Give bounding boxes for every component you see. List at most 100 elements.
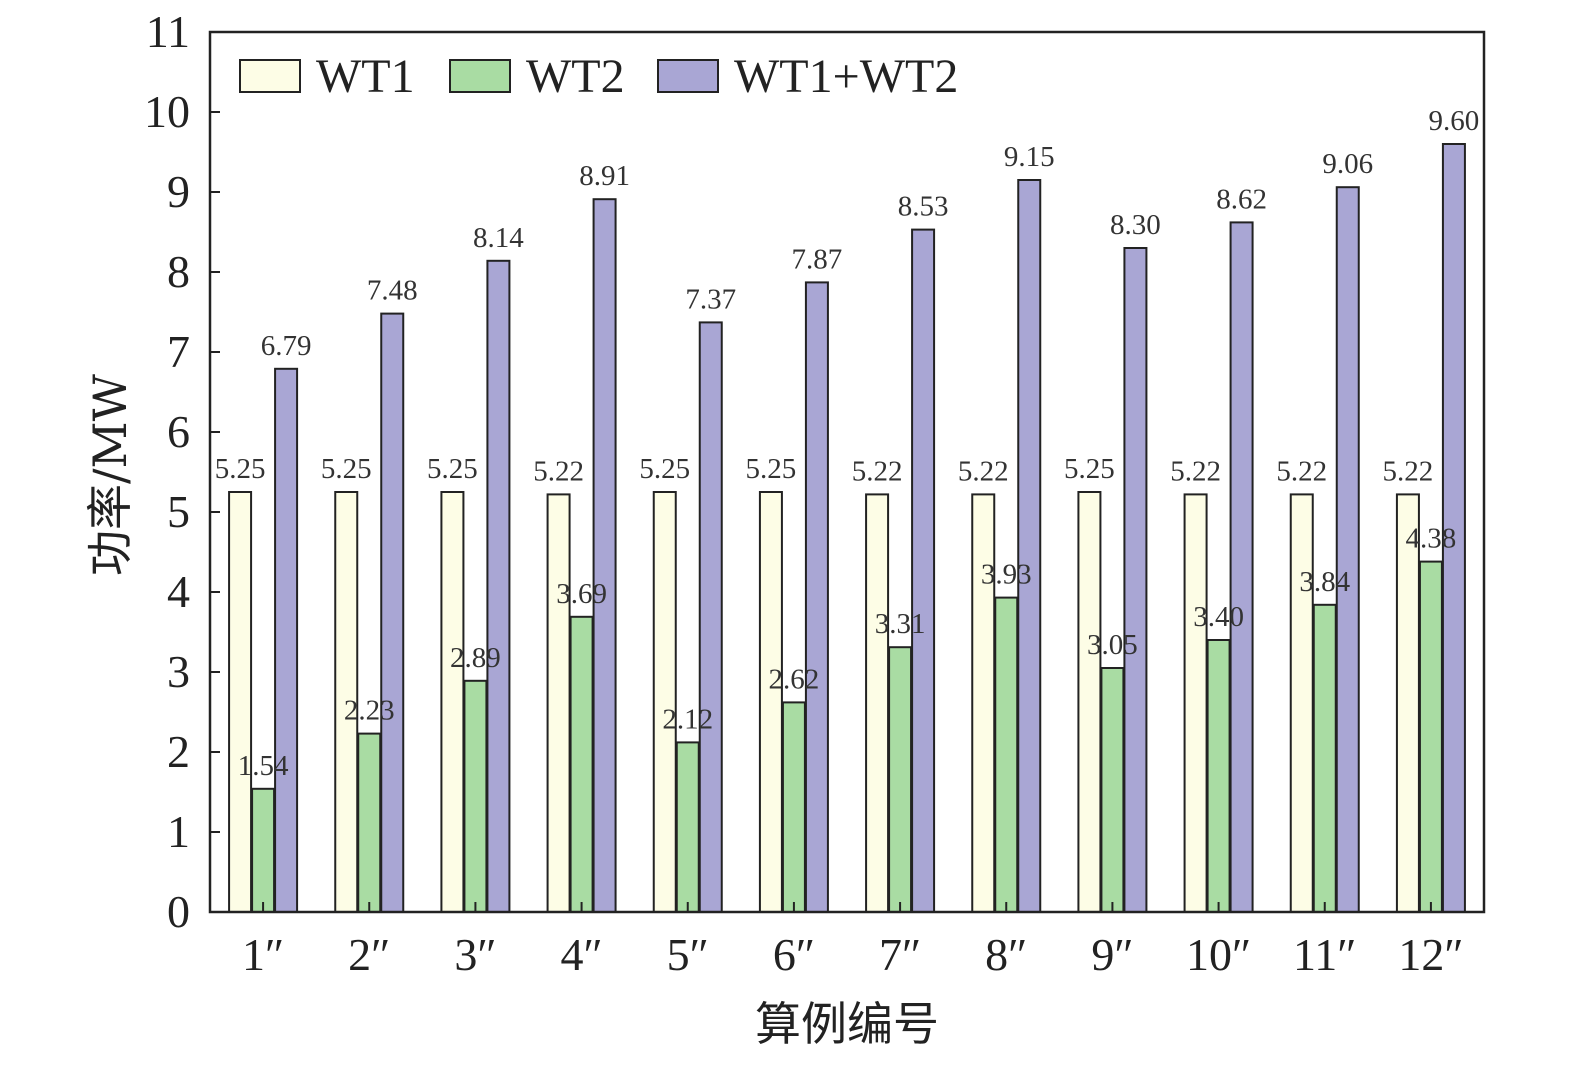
bar-wt2-2 — [357, 732, 382, 913]
data-label-wt1-wt2-12: 9.60 — [1429, 105, 1480, 137]
bar-wt1-wt2-8 — [1017, 179, 1042, 913]
bar-wt1-11 — [1289, 493, 1314, 913]
legend-label-wt2: WT2 — [526, 50, 625, 103]
bar-wt1-4 — [546, 493, 571, 913]
y-tick-label: 0 — [167, 886, 190, 937]
y-tick-label: 10 — [144, 86, 190, 137]
data-label-wt1-11: 5.22 — [1276, 455, 1327, 487]
x-tick-label: 1″ — [242, 929, 284, 980]
plot-frame — [208, 30, 1486, 914]
x-tick-label: 2″ — [348, 929, 390, 980]
data-label-wt2-9: 3.05 — [1087, 629, 1138, 661]
legend-swatch-wt1-wt2 — [657, 59, 719, 93]
data-label-wt1-6: 5.25 — [746, 453, 797, 485]
bar-wt2-4 — [569, 615, 594, 913]
data-label-wt1-12: 5.22 — [1383, 455, 1434, 487]
bar-wt1-wt2-1 — [274, 367, 299, 913]
x-tick-label: 7″ — [879, 929, 921, 980]
bar-wt1-wt2-3 — [486, 259, 511, 913]
legend-label-wt1-wt2: WT1+WT2 — [734, 50, 958, 103]
data-label-wt2-12: 4.38 — [1406, 523, 1457, 555]
bar-wt2-9 — [1100, 667, 1125, 913]
data-label-wt1-wt2-8: 9.15 — [1004, 141, 1055, 173]
x-tick-label: 9″ — [1091, 929, 1133, 980]
bar-wt1-7 — [865, 493, 890, 913]
bar-wt1-5 — [652, 491, 677, 913]
y-axis: 0 1 2 3 4 5 6 7 8 9 10 11 — [144, 6, 220, 937]
bar-wt1-wt2-4 — [592, 198, 617, 913]
bar-wt2-1 — [251, 787, 276, 913]
data-label-wt1-3: 5.25 — [427, 453, 478, 485]
data-label-wt1-2: 5.25 — [321, 453, 372, 485]
bar-wt2-7 — [888, 646, 913, 913]
bar-wt2-6 — [781, 701, 806, 914]
bar-wt2-8 — [994, 596, 1019, 913]
data-label-wt1-wt2-9: 8.30 — [1110, 209, 1161, 241]
y-tick-label: 6 — [167, 406, 190, 457]
x-tick-label: 5″ — [667, 929, 709, 980]
data-label-wt2-7: 3.31 — [875, 608, 926, 640]
bar-wt2-12 — [1418, 560, 1443, 913]
data-label-wt1-5: 5.25 — [639, 453, 690, 485]
data-label-wt1-wt2-10: 8.62 — [1216, 183, 1267, 215]
bar-wt2-5 — [675, 741, 700, 914]
legend-label-wt1: WT1 — [316, 50, 415, 103]
data-label-wt1-7: 5.22 — [852, 455, 903, 487]
legend-swatch-wt2 — [449, 59, 511, 93]
bar-wt1-6 — [758, 491, 783, 913]
data-label-wt2-8: 3.93 — [981, 559, 1032, 591]
bar-wt1-wt2-10 — [1229, 221, 1254, 913]
x-tick-label: 11″ — [1293, 929, 1356, 980]
data-label-wt2-4: 3.69 — [556, 578, 607, 610]
data-label-wt2-2: 2.23 — [344, 695, 395, 727]
y-axis-title: 功率/MW — [83, 373, 137, 576]
bar-wt1-wt2-2 — [380, 312, 405, 914]
data-label-wt1-wt2-6: 7.87 — [792, 243, 843, 275]
x-tick-label: 6″ — [773, 929, 815, 980]
y-tick-label: 8 — [167, 246, 190, 297]
y-tick-label: 9 — [167, 166, 190, 217]
bar-wt1-8 — [971, 493, 996, 913]
y-tick-label: 7 — [167, 326, 190, 377]
data-label-wt1-wt2-2: 7.48 — [367, 275, 418, 307]
y-tick-label: 11 — [146, 6, 190, 57]
data-label-wt1-10: 5.22 — [1170, 455, 1221, 487]
y-tick-label: 1 — [167, 806, 190, 857]
bar-wt1-wt2-9 — [1123, 247, 1148, 913]
bar-wt1-3 — [440, 491, 465, 913]
data-label-wt1-wt2-4: 8.91 — [579, 160, 630, 192]
bar-wt1-1 — [228, 491, 253, 913]
data-label-wt1-8: 5.22 — [958, 455, 1009, 487]
bar-wt1-wt2-7 — [911, 228, 936, 914]
bar-wt1-9 — [1077, 491, 1102, 913]
y-tick-label: 2 — [167, 726, 190, 777]
y-tick-label: 5 — [167, 486, 190, 537]
y-tick-label: 4 — [167, 566, 190, 617]
data-label-wt1-1: 5.25 — [215, 453, 266, 485]
legend-swatch-wt1 — [239, 59, 301, 93]
data-label-wt1-4: 5.22 — [533, 455, 584, 487]
x-axis: 1″ 2″ 3″ 4″ 5″ 6″ 7″ 8″ 9″ 10″ 11″ 12″ — [242, 902, 1464, 980]
y-tick-label: 3 — [167, 646, 190, 697]
x-tick-label: 3″ — [454, 929, 496, 980]
data-label-wt1-wt2-3: 8.14 — [473, 222, 524, 254]
bar-wt1-12 — [1395, 493, 1420, 913]
data-label-wt1-wt2-11: 9.06 — [1322, 148, 1373, 180]
data-label-wt1-9: 5.25 — [1064, 453, 1115, 485]
bar-wt2-11 — [1312, 603, 1337, 913]
data-label-wt1-wt2-7: 8.53 — [898, 191, 949, 223]
x-tick-label: 4″ — [560, 929, 602, 980]
data-label-wt1-wt2-5: 7.37 — [685, 283, 736, 315]
bars-layer — [228, 143, 1466, 914]
data-label-wt2-5: 2.12 — [662, 703, 713, 735]
bar-wt1-10 — [1183, 493, 1208, 913]
data-label-wt2-11: 3.84 — [1299, 566, 1350, 598]
bar-wt1-wt2-6 — [804, 281, 829, 913]
data-labels-layer: 5.25 1.54 6.79 5.25 2.23 7.48 5.25 2.89 8.14 5.22… — [215, 105, 1480, 782]
bar-wt1-wt2-11 — [1335, 186, 1360, 913]
x-axis-title: 算例编号 — [755, 997, 939, 1051]
bar-wt2-10 — [1206, 639, 1231, 913]
legend: WT1 WT2 WT1+WT2 — [239, 50, 958, 103]
